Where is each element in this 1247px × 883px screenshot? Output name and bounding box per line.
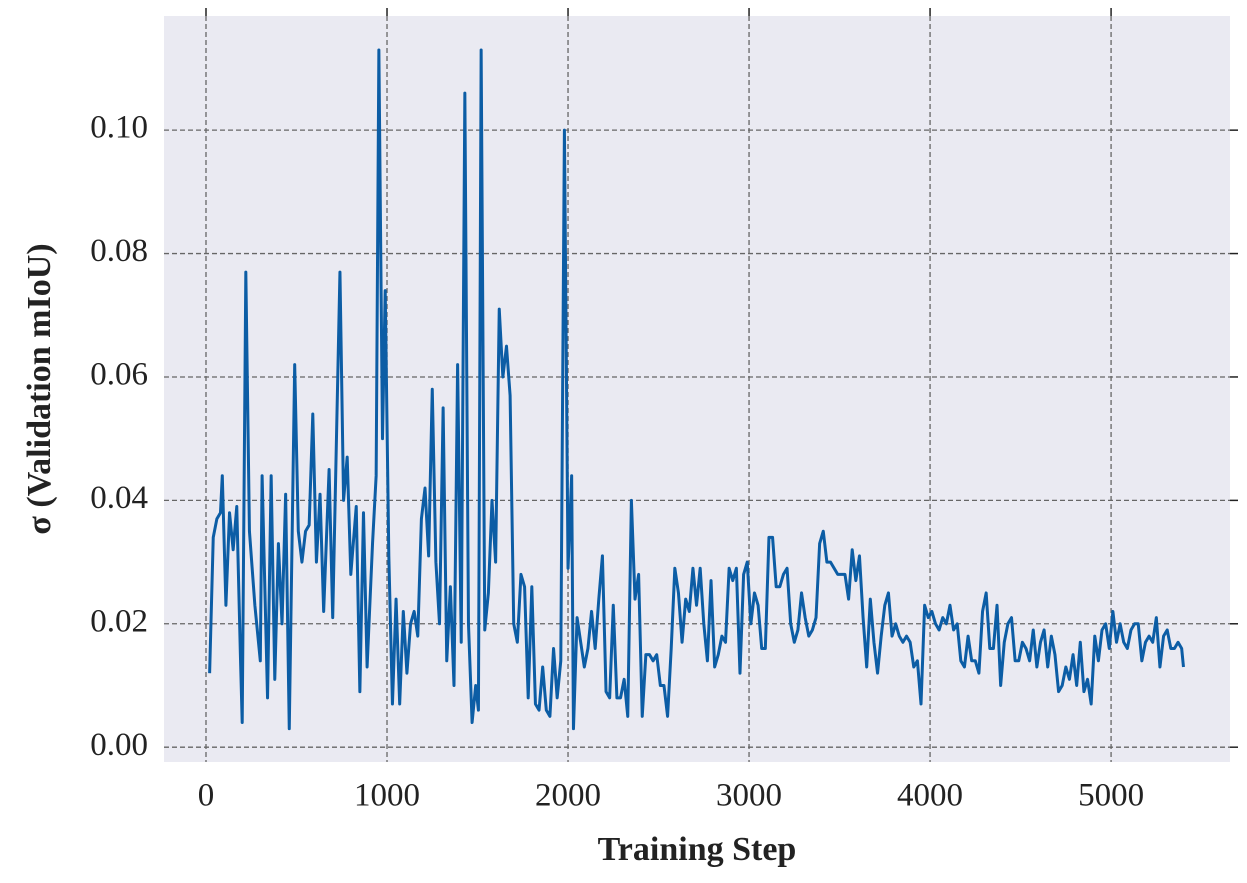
- x-tick-label: 1000: [354, 778, 420, 814]
- y-tick-label: 0.00: [90, 727, 148, 763]
- x-axis-label: Training Step: [598, 831, 797, 868]
- data-line: [208, 48, 1185, 731]
- plot-area: [164, 16, 1230, 762]
- x-tick-label: 3000: [716, 778, 782, 814]
- y-axis-label: σ (Validation mIoU): [21, 243, 58, 534]
- x-tick-label: 4000: [897, 778, 963, 814]
- y-tick-label: 0.06: [90, 357, 148, 393]
- x-tick-label: 5000: [1078, 778, 1144, 814]
- x-tick-label: 0: [198, 778, 215, 814]
- x-tick-label: 2000: [535, 778, 601, 814]
- y-tick-label: 0.08: [90, 233, 148, 269]
- y-tick-label: 0.04: [90, 480, 148, 516]
- y-tick-label: 0.10: [90, 110, 148, 146]
- y-tick-label: 0.02: [90, 603, 148, 639]
